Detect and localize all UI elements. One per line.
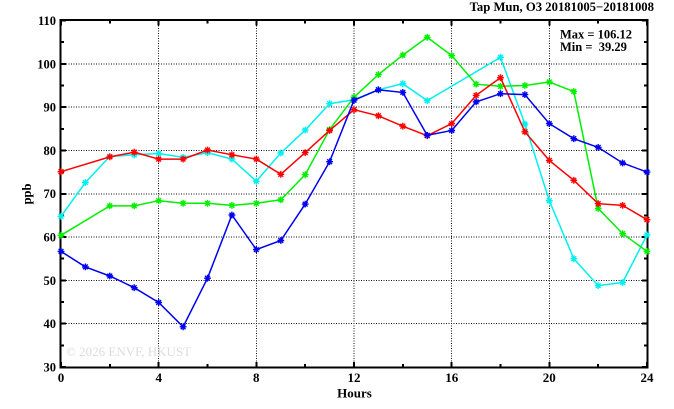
svg-text:Min = 39.29: Min = 39.29 bbox=[560, 40, 627, 54]
svg-text:60: 60 bbox=[44, 231, 57, 245]
svg-text:90: 90 bbox=[44, 101, 57, 115]
svg-text:16: 16 bbox=[445, 370, 459, 385]
svg-text:Max = 106.12: Max = 106.12 bbox=[560, 28, 632, 42]
svg-text:8: 8 bbox=[253, 370, 260, 385]
svg-text:0: 0 bbox=[58, 370, 65, 385]
svg-text:4: 4 bbox=[155, 370, 162, 385]
svg-text:© 2026 ENVF, HKUST: © 2026 ENVF, HKUST bbox=[66, 344, 191, 359]
svg-text:30: 30 bbox=[44, 361, 57, 375]
svg-text:80: 80 bbox=[44, 144, 57, 158]
svg-text:110: 110 bbox=[38, 14, 56, 28]
svg-text:ppb: ppb bbox=[20, 184, 34, 205]
svg-text:40: 40 bbox=[44, 317, 57, 331]
svg-text:50: 50 bbox=[44, 274, 57, 288]
svg-text:100: 100 bbox=[37, 57, 56, 71]
svg-text:Tap Mun, O3 20181005−20181008: Tap Mun, O3 20181005−20181008 bbox=[470, 0, 654, 14]
svg-text:70: 70 bbox=[44, 187, 57, 201]
svg-text:Hours: Hours bbox=[337, 385, 372, 400]
svg-text:20: 20 bbox=[543, 370, 556, 385]
svg-text:12: 12 bbox=[348, 370, 361, 385]
svg-text:24: 24 bbox=[641, 370, 655, 385]
